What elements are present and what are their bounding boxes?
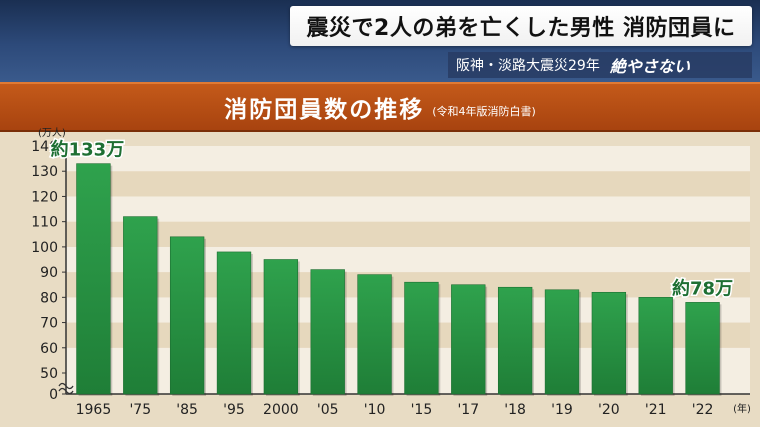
data-label: 約133万 bbox=[51, 139, 125, 161]
x-tick-label: '15 bbox=[411, 402, 433, 418]
headline: 震災で2人の弟を亡くした男性 消防団員に bbox=[290, 6, 752, 46]
bar bbox=[638, 297, 673, 395]
data-label: 約78万 bbox=[672, 277, 733, 299]
bar bbox=[685, 302, 720, 395]
bar bbox=[123, 216, 158, 395]
bar bbox=[216, 251, 252, 395]
bar bbox=[310, 269, 345, 395]
bar bbox=[76, 163, 111, 395]
bar bbox=[497, 286, 533, 395]
x-tick-label: '18 bbox=[504, 402, 526, 418]
grid-band bbox=[66, 146, 750, 172]
x-tick-label: '22 bbox=[692, 402, 714, 418]
y-tick-label: 70 bbox=[40, 316, 58, 332]
bar bbox=[169, 236, 205, 395]
x-tick-label: '17 bbox=[457, 402, 479, 418]
x-tick-label: '10 bbox=[364, 402, 386, 418]
y-tick-label: 80 bbox=[40, 290, 58, 306]
x-tick-label: '85 bbox=[176, 402, 198, 418]
bar bbox=[263, 259, 299, 395]
y-tick-label: 60 bbox=[40, 341, 58, 357]
y-tick-label: 110 bbox=[31, 215, 58, 231]
grid-band bbox=[66, 196, 750, 222]
y-tick-label: 130 bbox=[31, 164, 58, 180]
chart-title: 消防団員数の推移 bbox=[224, 97, 425, 123]
x-unit-label: (年) bbox=[733, 402, 751, 415]
subheadline-box: 阪神・淡路大震災29年 絶やさない bbox=[448, 52, 752, 78]
bar bbox=[591, 291, 627, 395]
subheadline: 阪神・淡路大震災29年 bbox=[456, 58, 600, 74]
chart-title-bar: 消防団員数の推移 (令和4年版消防白書) bbox=[0, 82, 760, 132]
y-tick-label: 0 bbox=[49, 387, 58, 403]
y-tick-label: 140 bbox=[31, 139, 58, 155]
grid-band bbox=[66, 171, 750, 197]
grid-band bbox=[66, 246, 750, 273]
y-tick-label: 100 bbox=[31, 240, 58, 256]
bar bbox=[357, 274, 392, 395]
chart-source: (令和4年版消防白書) bbox=[432, 105, 536, 118]
bar bbox=[404, 281, 439, 395]
x-tick-label: '19 bbox=[551, 402, 573, 418]
x-tick-label: '20 bbox=[598, 402, 620, 418]
grid-band bbox=[66, 221, 750, 247]
y-tick-label: 120 bbox=[31, 189, 58, 205]
x-tick-label: '95 bbox=[223, 402, 245, 418]
y-unit-label: (万人) bbox=[38, 127, 66, 139]
program-tag: 絶やさない bbox=[609, 57, 690, 76]
x-tick-label: '21 bbox=[645, 402, 667, 418]
x-tick-label: 1965 bbox=[76, 402, 112, 418]
y-tick-label: 50 bbox=[40, 366, 58, 382]
x-tick-label: '75 bbox=[129, 402, 151, 418]
y-tick-label: 90 bbox=[40, 265, 58, 281]
bar bbox=[544, 289, 580, 395]
x-tick-label: 2000 bbox=[263, 402, 299, 418]
bar bbox=[451, 284, 486, 395]
x-tick-label: '05 bbox=[317, 402, 339, 418]
axis-break-mark bbox=[58, 382, 74, 395]
